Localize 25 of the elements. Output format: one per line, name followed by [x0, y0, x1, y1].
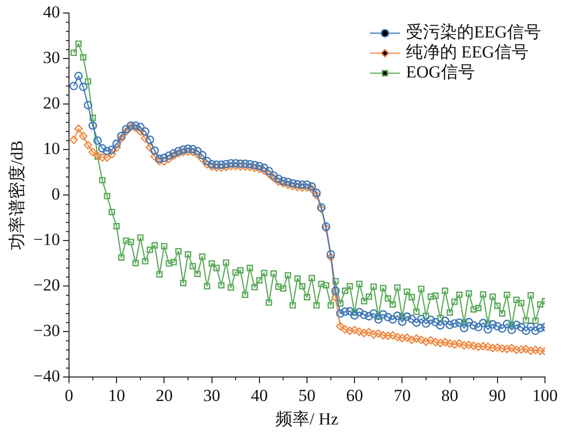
- x-tick-label: 0: [64, 386, 74, 405]
- y-axis-title: 功率谱密度/dB: [8, 140, 27, 250]
- x-tick-label: 40: [250, 386, 268, 405]
- x-tick-label: 80: [441, 386, 458, 405]
- legend-label: 纯净的 EEG信号: [406, 42, 528, 62]
- x-tick-label: 20: [156, 386, 173, 405]
- x-tick-label: 100: [532, 386, 558, 405]
- x-tick-label: 70: [394, 386, 411, 405]
- legend-label: 受污染的EEG信号: [406, 22, 541, 42]
- y-tick-label: 20: [42, 94, 60, 113]
- y-tick-label: −40: [33, 366, 60, 386]
- y-tick-label: 0: [51, 184, 60, 204]
- x-tick-label: 30: [203, 386, 220, 405]
- x-tick-label: 90: [488, 386, 506, 405]
- y-tick-label: −10: [33, 230, 60, 250]
- y-tick-label: −20: [33, 276, 60, 295]
- x-tick-label: 60: [346, 386, 364, 405]
- x-axis-title: 频率/ Hz: [276, 409, 339, 428]
- x-tick-label: 50: [298, 386, 316, 405]
- y-tick-label: 10: [42, 139, 60, 158]
- legend-label: EOG信号: [406, 62, 475, 82]
- x-tick-label: 10: [108, 386, 126, 405]
- y-tick-label: 30: [42, 48, 60, 68]
- y-tick-label: −30: [33, 321, 60, 340]
- y-tick-label: 40: [42, 2, 60, 22]
